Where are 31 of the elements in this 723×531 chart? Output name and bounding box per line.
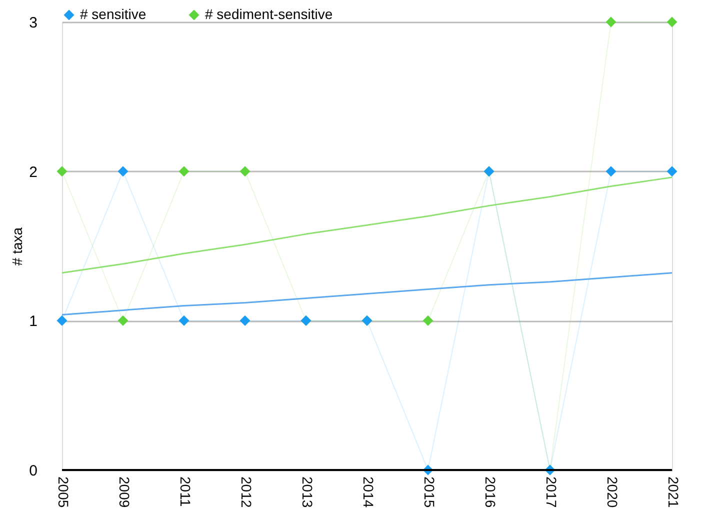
x-tick-label: 2013 [300, 476, 316, 508]
x-tick-label: 2021 [666, 476, 682, 508]
x-tick-label: 2017 [544, 476, 560, 508]
point [666, 166, 678, 177]
y-tick-label: 2 [29, 164, 38, 181]
x-tick-label: 2012 [238, 476, 254, 508]
point [178, 166, 190, 177]
point [666, 16, 678, 28]
x-tick-label: 2015 [422, 476, 438, 508]
point [240, 315, 250, 326]
point [240, 166, 250, 177]
point [606, 16, 616, 28]
x-tick-label: 2014 [360, 476, 376, 508]
x-tick-label: 2020 [604, 476, 620, 508]
y-tick-label: 0 [29, 462, 38, 480]
point [56, 315, 68, 326]
y-tick-label: 1 [29, 313, 38, 330]
x-tick-label: 2009 [116, 476, 132, 508]
point [118, 315, 128, 326]
y-tick-label: 3 [29, 14, 38, 32]
point [118, 166, 128, 177]
x-tick-label: 2016 [482, 476, 498, 508]
point [178, 315, 190, 326]
y-axis-title: # taxa [9, 227, 26, 266]
point [56, 166, 68, 177]
legend-label: # sediment-sensitive [205, 6, 333, 22]
point [422, 315, 434, 326]
x-tick-label: 2005 [56, 476, 72, 508]
point [606, 166, 616, 177]
legend-label: # sensitive [80, 6, 146, 22]
x-tick-label: 2011 [178, 476, 194, 507]
